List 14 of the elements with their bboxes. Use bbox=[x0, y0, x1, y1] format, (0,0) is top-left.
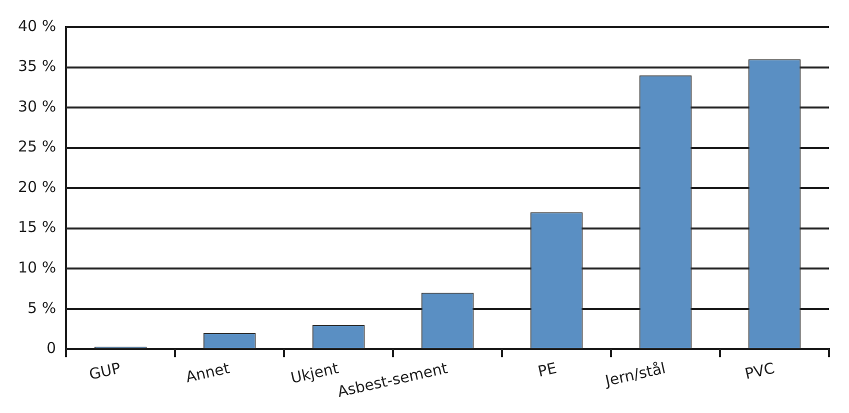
y-tick-label: 35 % bbox=[18, 57, 56, 76]
y-tick-label: 30 % bbox=[18, 97, 56, 116]
x-tick-label: PVC bbox=[743, 359, 776, 384]
y-tick-label: 25 % bbox=[18, 138, 56, 156]
y-tick-label: 0 bbox=[46, 339, 56, 358]
y-tick-label: 20 % bbox=[18, 178, 56, 196]
y-tick-label: 40 % bbox=[18, 16, 56, 35]
y-tick-label: 10 % bbox=[18, 258, 56, 276]
x-tick-label: GUP bbox=[88, 359, 122, 384]
y-tick-label: 15 % bbox=[18, 218, 56, 236]
x-tick-label: PE bbox=[536, 359, 558, 381]
y-tick-label: 5 % bbox=[28, 298, 56, 317]
x-tick-label: Annet bbox=[184, 359, 232, 386]
x-tick-label: Ukjent bbox=[289, 359, 340, 388]
